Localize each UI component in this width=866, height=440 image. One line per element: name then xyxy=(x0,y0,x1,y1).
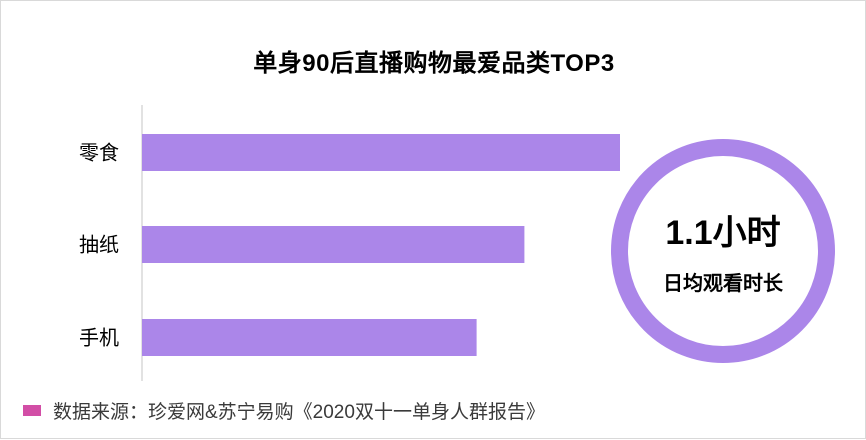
source-legend-swatch xyxy=(23,404,41,416)
bars-group xyxy=(142,134,620,356)
bar-3 xyxy=(142,319,477,356)
bar-2 xyxy=(142,226,525,263)
category-label-2: 抽纸 xyxy=(79,234,119,257)
badge-value: 1.1小时 xyxy=(665,214,781,252)
category-label-1: 零食 xyxy=(79,142,119,165)
category-label-3: 手机 xyxy=(79,327,119,350)
chart-title: 单身90后直播购物最爱品类TOP3 xyxy=(253,50,615,77)
watch-time-badge: 1.1小时 日均观看时长 xyxy=(611,139,835,363)
bar-1 xyxy=(142,134,620,171)
source-text: 数据来源：珍爱网&苏宁易购《2020双十一单身人群报告》 xyxy=(53,401,545,423)
badge-caption: 日均观看时长 xyxy=(663,273,783,295)
source-note: 数据来源：珍爱网&苏宁易购《2020双十一单身人群报告》 xyxy=(23,399,545,423)
